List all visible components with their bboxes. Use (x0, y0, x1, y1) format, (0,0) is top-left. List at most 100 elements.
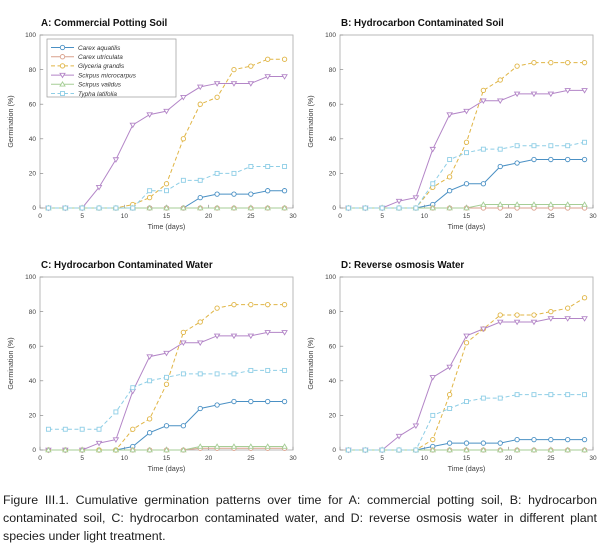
series-marker-triangle-up (446, 446, 453, 453)
series-marker-square (362, 205, 368, 211)
series-marker-circle (565, 436, 571, 443)
x-tick-label: 30 (589, 455, 597, 462)
series-marker-square (130, 385, 136, 391)
series-marker-square (96, 426, 102, 432)
y-tick-label: 0 (32, 447, 36, 454)
series-marker-square (96, 205, 102, 211)
series-marker-circle (146, 430, 153, 436)
x-tick-label: 15 (463, 455, 471, 462)
series-marker-circle (163, 423, 170, 429)
series-marker-triangle-down (230, 333, 238, 340)
series-marker-triangle-up (247, 204, 255, 211)
series-marker-triangle-down (463, 108, 470, 115)
series-marker-square (79, 205, 85, 211)
series-marker-triangle-up (146, 204, 153, 211)
series-marker-circle (446, 188, 453, 194)
x-tick-label: 25 (547, 455, 555, 462)
series-marker-square (164, 374, 169, 380)
series-marker-triangle-down (429, 146, 437, 153)
series-marker-circle (281, 56, 288, 62)
x-tick-label: 0 (38, 213, 42, 220)
series-marker-triangle-down (196, 84, 204, 91)
series-marker-circle (514, 312, 520, 318)
series-marker-circle (497, 163, 503, 170)
series-marker-square (197, 177, 203, 183)
x-tick-label: 15 (163, 213, 171, 220)
series-marker-triangle-down (247, 333, 255, 340)
x-tick-label: 0 (38, 455, 42, 462)
series-marker-circle (248, 191, 254, 197)
series-marker-triangle-up (59, 81, 66, 87)
series-marker-triangle-down (446, 112, 453, 118)
legend-label: Scirpus validus (78, 82, 122, 89)
x-axis-label: Time (days) (148, 464, 186, 473)
series-marker-circle (480, 440, 487, 446)
series-marker-triangle-down (581, 316, 588, 322)
series-marker-square (548, 143, 554, 149)
y-tick-label: 40 (29, 378, 37, 385)
series-marker-square (464, 150, 469, 156)
series-marker-square (62, 205, 68, 211)
series-marker-circle (581, 295, 588, 301)
y-tick-label: 0 (332, 205, 336, 212)
legend-label: Carex aquatilis (78, 45, 121, 52)
figure-caption: Figure III.1. Cumulative germination pat… (3, 493, 597, 543)
series-marker-triangle-down (264, 330, 271, 336)
series-marker-circle (130, 426, 136, 432)
chart-panel-c: C: Hydrocarbon Contaminated Water 0 5 10 15 2… (6, 260, 297, 473)
panel-title: B: Hydrocarbon Contaminated Soil (341, 18, 504, 29)
series-marker-circle (281, 302, 288, 308)
series-marker-square (45, 205, 51, 211)
y-tick-label: 100 (325, 274, 336, 281)
series-marker-triangle-down (412, 195, 420, 201)
series-marker-triangle-up (213, 443, 221, 449)
series-marker-circle (463, 181, 470, 187)
series-marker-circle (565, 60, 571, 66)
series-marker-square (413, 447, 419, 453)
legend-label: Glyceria grandis (78, 63, 125, 70)
series-marker-triangle-up (496, 446, 504, 453)
series-marker-triangle-down (547, 91, 555, 98)
series-marker-square (113, 205, 119, 211)
series-line (48, 331, 285, 451)
series-marker-circle (446, 174, 453, 180)
y-tick-label: 0 (32, 205, 36, 212)
series-marker-circle (180, 136, 187, 142)
series-marker-triangle-up (180, 204, 187, 211)
series-marker-circle (197, 405, 203, 412)
series-marker-circle (197, 194, 203, 201)
series-marker-square (79, 426, 85, 432)
series-marker-triangle-up (112, 446, 120, 453)
series-marker-triangle-up (480, 201, 487, 207)
series-marker-triangle-up (264, 204, 271, 211)
series-marker-square (497, 395, 503, 401)
series-marker-circle (531, 436, 537, 443)
y-tick-label: 40 (329, 378, 337, 385)
series-marker-triangle-down (95, 184, 103, 191)
series-marker-triangle-down (146, 354, 153, 360)
series-marker-triangle-down (146, 112, 153, 118)
series-marker-square (45, 426, 51, 432)
series-marker-circle (214, 305, 220, 311)
series-marker-circle (446, 440, 453, 446)
series-marker-circle (180, 329, 187, 336)
y-tick-label: 80 (29, 309, 37, 316)
series-marker-circle (281, 188, 288, 194)
series-marker-triangle-up (62, 446, 69, 453)
series-marker-square (180, 177, 186, 183)
series-marker-square (430, 412, 436, 418)
series-marker-triangle-up (463, 204, 470, 211)
y-tick-label: 20 (29, 413, 37, 420)
series-marker-circle (480, 87, 487, 94)
series-marker-circle (480, 181, 487, 187)
series-marker-triangle-up (547, 201, 555, 207)
y-tick-label: 60 (329, 343, 337, 350)
series-marker-square (497, 146, 503, 152)
series-marker-triangle-up (95, 446, 103, 453)
series-marker-triangle-down (530, 91, 538, 98)
series-marker-square (164, 188, 169, 194)
series-marker-triangle-up (163, 204, 170, 211)
series-marker-triangle-down (395, 198, 403, 205)
series-marker-triangle-down (230, 81, 238, 87)
